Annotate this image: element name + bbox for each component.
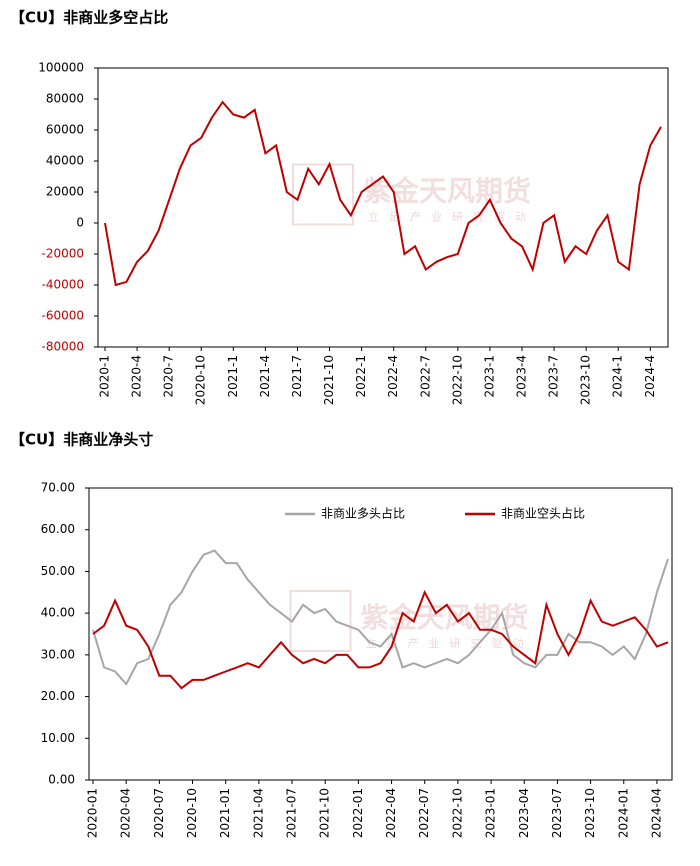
x-tick-label: 2022-1 <box>354 355 368 398</box>
x-tick-label: 2021-1 <box>226 355 240 398</box>
x-tick-label: 2023-04 <box>517 788 531 838</box>
x-tick-label: 2020-10 <box>185 788 199 838</box>
x-tick-label: 2021-4 <box>258 355 272 398</box>
x-tick-label: 2022-4 <box>386 355 400 398</box>
x-tick-label: 2021-7 <box>290 355 304 398</box>
x-tick-label: 2023-10 <box>579 355 593 405</box>
plot-frame <box>88 487 673 781</box>
watermark-sub: 立足产业研究驱动 <box>366 636 534 650</box>
legend-label: 非商业多头占比 <box>321 506 405 521</box>
y-tick-label: 30.00 <box>41 647 75 661</box>
x-tick-label: 2023-07 <box>550 788 564 838</box>
y-tick-label: 20000 <box>46 185 84 199</box>
y-tick-label: 40.00 <box>41 606 75 620</box>
y-tick-label: 0.00 <box>48 773 75 787</box>
plot-frame <box>97 67 669 348</box>
x-tick-label: 2022-10 <box>450 788 464 838</box>
x-tick-label: 2020-4 <box>130 355 144 398</box>
x-tick-label: 2021-10 <box>322 355 336 405</box>
y-tick-label: 10.00 <box>41 731 75 745</box>
x-tick-label: 2023-10 <box>583 788 597 838</box>
x-tick-label: 2021-07 <box>285 788 299 838</box>
chart-title: 【CU】非商业净头寸 <box>10 431 153 449</box>
y-tick-label: 20.00 <box>41 689 75 703</box>
y-tick-label: 50.00 <box>41 564 75 578</box>
series-line <box>104 100 662 287</box>
legend-label: 非商业空头占比 <box>501 506 585 521</box>
x-tick-label: 2024-4 <box>643 355 657 398</box>
y-tick-label: 80000 <box>46 92 84 106</box>
series-line <box>92 549 669 686</box>
watermark-sub: 立足产业研究驱动 <box>368 210 536 224</box>
series-line <box>92 589 669 690</box>
y-tick-label: 100000 <box>38 61 84 75</box>
x-tick-label: 2023-01 <box>484 788 498 838</box>
x-tick-label: 2020-01 <box>86 788 100 838</box>
x-tick-label: 2024-01 <box>616 788 630 838</box>
x-tick-label: 2021-01 <box>218 788 232 838</box>
x-tick-label: 2020-10 <box>194 355 208 405</box>
y-tick-label: -20000 <box>41 247 84 261</box>
y-tick-label: 60000 <box>46 123 84 137</box>
x-tick-label: 2020-7 <box>162 355 176 398</box>
y-tick-label: 60.00 <box>41 522 75 536</box>
y-tick-label: -60000 <box>41 309 84 323</box>
y-tick-label: -80000 <box>41 340 84 354</box>
x-tick-label: 2021-10 <box>318 788 332 838</box>
x-tick-label: 2022-01 <box>351 788 365 838</box>
y-tick-label: 40000 <box>46 154 84 168</box>
chart-title: 【CU】非商业多空占比 <box>10 9 168 27</box>
x-tick-label: 2022-04 <box>384 788 398 838</box>
x-tick-label: 2020-07 <box>152 788 166 838</box>
x-tick-label: 2024-1 <box>611 355 625 398</box>
x-tick-label: 2022-7 <box>418 355 432 398</box>
y-tick-label: 70.00 <box>41 481 75 495</box>
x-tick-label: 2023-1 <box>482 355 496 398</box>
watermark-logo <box>292 163 354 226</box>
watermark-logo <box>289 590 352 652</box>
y-tick-label: 0 <box>76 216 84 230</box>
x-tick-label: 2023-4 <box>515 355 529 398</box>
x-tick-label: 2022-10 <box>450 355 464 405</box>
x-tick-label: 2020-1 <box>98 355 112 398</box>
x-tick-label: 2024-04 <box>649 788 663 838</box>
y-tick-label: -40000 <box>41 278 84 292</box>
x-tick-label: 2021-04 <box>251 788 265 838</box>
watermark: 紫金天风期货 <box>363 175 531 208</box>
x-tick-label: 2022-07 <box>417 788 431 838</box>
x-tick-label: 2020-04 <box>119 788 133 838</box>
x-tick-label: 2023-7 <box>547 355 561 398</box>
